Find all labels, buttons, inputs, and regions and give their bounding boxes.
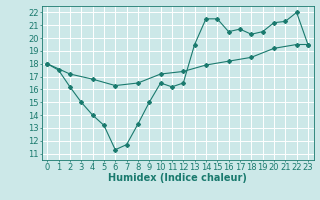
X-axis label: Humidex (Indice chaleur): Humidex (Indice chaleur) — [108, 173, 247, 183]
